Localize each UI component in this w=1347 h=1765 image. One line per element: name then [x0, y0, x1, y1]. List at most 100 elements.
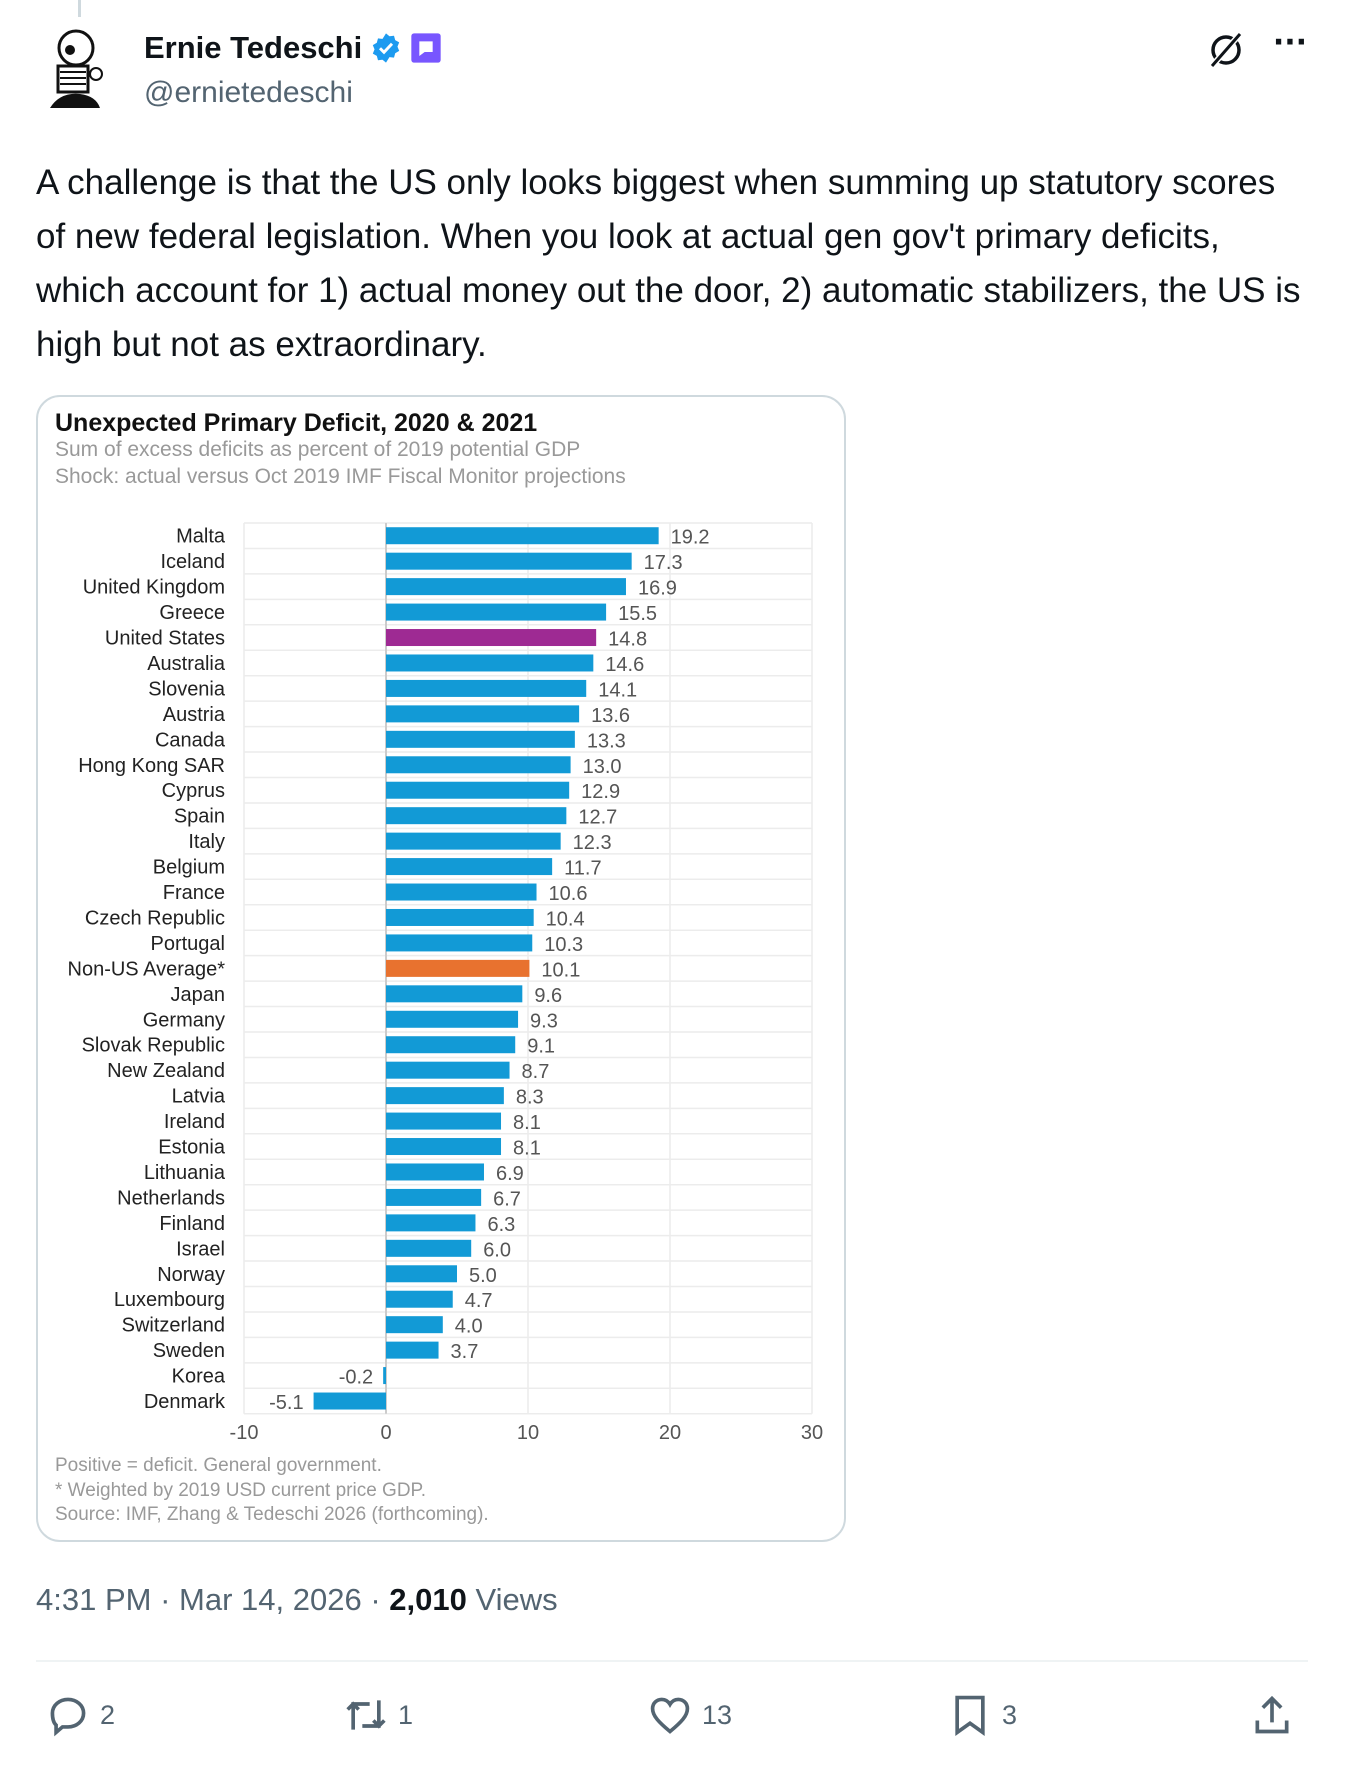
data-label: 6.3 [487, 1214, 515, 1236]
category-label: Belgium [153, 857, 225, 879]
grok-icon[interactable] [1206, 30, 1246, 70]
bar [386, 705, 580, 723]
author-handle[interactable]: @ernietedeschi [144, 76, 353, 109]
bar [386, 679, 587, 697]
category-label: Israel [176, 1238, 225, 1260]
chart-subtitle: Sum of excess deficits as percent of 201… [55, 438, 581, 461]
bar [386, 1112, 502, 1130]
share-icon [1255, 1695, 1289, 1734]
chart-note: Positive = deficit. General government. [55, 1455, 382, 1476]
category-label: Sweden [153, 1340, 225, 1362]
bar [386, 1087, 504, 1105]
bar [313, 1392, 386, 1410]
category-label: Germany [143, 1009, 225, 1031]
bar [386, 1188, 482, 1206]
chart-note: * Weighted by 2019 USD current price GDP… [55, 1480, 427, 1501]
separator: · [160, 1582, 171, 1617]
bar [386, 959, 530, 977]
data-label: 3.7 [451, 1341, 479, 1363]
data-label: 17.3 [644, 552, 683, 574]
verified-badge-icon [373, 33, 400, 63]
reply-icon [50, 1697, 86, 1737]
data-label: 8.1 [513, 1112, 541, 1134]
bar [386, 908, 534, 926]
bar [386, 1138, 502, 1156]
bookmark-count: 3 [1002, 1699, 1018, 1730]
author-name-text: Ernie Tedeschi [144, 30, 363, 65]
category-label: Lithuania [144, 1162, 226, 1184]
data-label: 14.8 [608, 629, 647, 651]
like-count: 13 [702, 1699, 733, 1730]
category-label: Italy [188, 831, 225, 853]
heart-icon [650, 1697, 690, 1734]
category-label: Luxembourg [114, 1289, 225, 1311]
category-label: Spain [174, 806, 225, 828]
data-label: 19.2 [671, 527, 710, 549]
x-tick-label: 0 [380, 1422, 391, 1444]
category-label: United Kingdom [83, 577, 225, 599]
data-label: 8.3 [516, 1087, 544, 1109]
reply-count: 2 [100, 1699, 116, 1730]
bar [386, 1290, 453, 1308]
category-label: Norway [157, 1264, 225, 1286]
x-tick-label: -10 [230, 1422, 259, 1444]
author-name[interactable]: Ernie Tedeschi [144, 30, 442, 66]
category-label: Portugal [151, 933, 226, 955]
category-label: Canada [155, 729, 226, 751]
chart-subtitle-2: Shock: actual versus Oct 2019 IMF Fiscal… [55, 465, 626, 488]
x-tick-label: 20 [659, 1422, 681, 1444]
category-label: Ireland [164, 1111, 225, 1133]
views-label: Views [475, 1582, 558, 1617]
data-label: 13.3 [587, 730, 626, 752]
data-label: 4.0 [455, 1316, 483, 1338]
avatar[interactable] [44, 28, 108, 112]
bar [386, 756, 571, 774]
repost-icon [346, 1700, 386, 1730]
category-label: Malta [176, 526, 226, 548]
bar [386, 603, 607, 621]
bookmark-icon [955, 1695, 985, 1736]
bar [386, 1239, 472, 1257]
data-label: 8.1 [513, 1138, 541, 1160]
bar [386, 1265, 457, 1283]
data-label: 14.6 [605, 654, 644, 676]
share-button[interactable] [1250, 1693, 1294, 1737]
bar-chart: Malta 19.2 Iceland 17.3 United Kingdom 16.9 Gr… [68, 522, 823, 1444]
views-count: 2,010 [389, 1582, 467, 1617]
category-label: Korea [172, 1366, 226, 1388]
data-label: 11.7 [564, 858, 601, 880]
reply-button[interactable]: 2 [46, 1693, 115, 1737]
data-label: 4.7 [465, 1290, 493, 1312]
data-label: 10.4 [546, 908, 585, 930]
like-button[interactable]: 13 [648, 1693, 732, 1737]
category-label: France [163, 882, 225, 904]
bar [386, 629, 597, 647]
more-options-icon[interactable]: ··· [1272, 25, 1308, 60]
category-label: Japan [171, 984, 226, 1006]
chart-title: Unexpected Primary Deficit, 2020 & 2021 [55, 409, 538, 437]
category-label: Slovenia [148, 678, 226, 700]
category-label: Iceland [161, 551, 226, 573]
data-label: 16.9 [638, 578, 677, 600]
category-label: New Zealand [107, 1060, 225, 1082]
data-label: 14.1 [598, 679, 637, 701]
tweet-timestamp[interactable]: 4:31 PM · Mar 14, 2026 · 2,010 Views [36, 1582, 558, 1618]
bar [386, 1214, 476, 1232]
chart-source: Source: IMF, Zhang & Tedeschi 2026 (fort… [55, 1504, 489, 1525]
data-label: 10.6 [549, 883, 588, 905]
tweet-text: A challenge is that the US only looks bi… [36, 163, 1301, 364]
divider [36, 1660, 1308, 1662]
chart-image[interactable]: Unexpected Primary Deficit, 2020 & 2021 … [36, 395, 846, 1542]
category-label: Latvia [172, 1086, 226, 1108]
data-label: 6.9 [496, 1163, 524, 1185]
bar [383, 1367, 386, 1385]
bar [386, 578, 626, 596]
time: 4:31 PM [36, 1582, 152, 1617]
bar [386, 883, 537, 901]
data-label: 10.3 [544, 934, 583, 956]
bookmark-button[interactable]: 3 [948, 1693, 1017, 1737]
data-label: 5.0 [469, 1265, 497, 1287]
bar [386, 807, 567, 825]
repost-button[interactable]: 1 [344, 1693, 413, 1737]
data-label: 15.5 [618, 603, 657, 625]
